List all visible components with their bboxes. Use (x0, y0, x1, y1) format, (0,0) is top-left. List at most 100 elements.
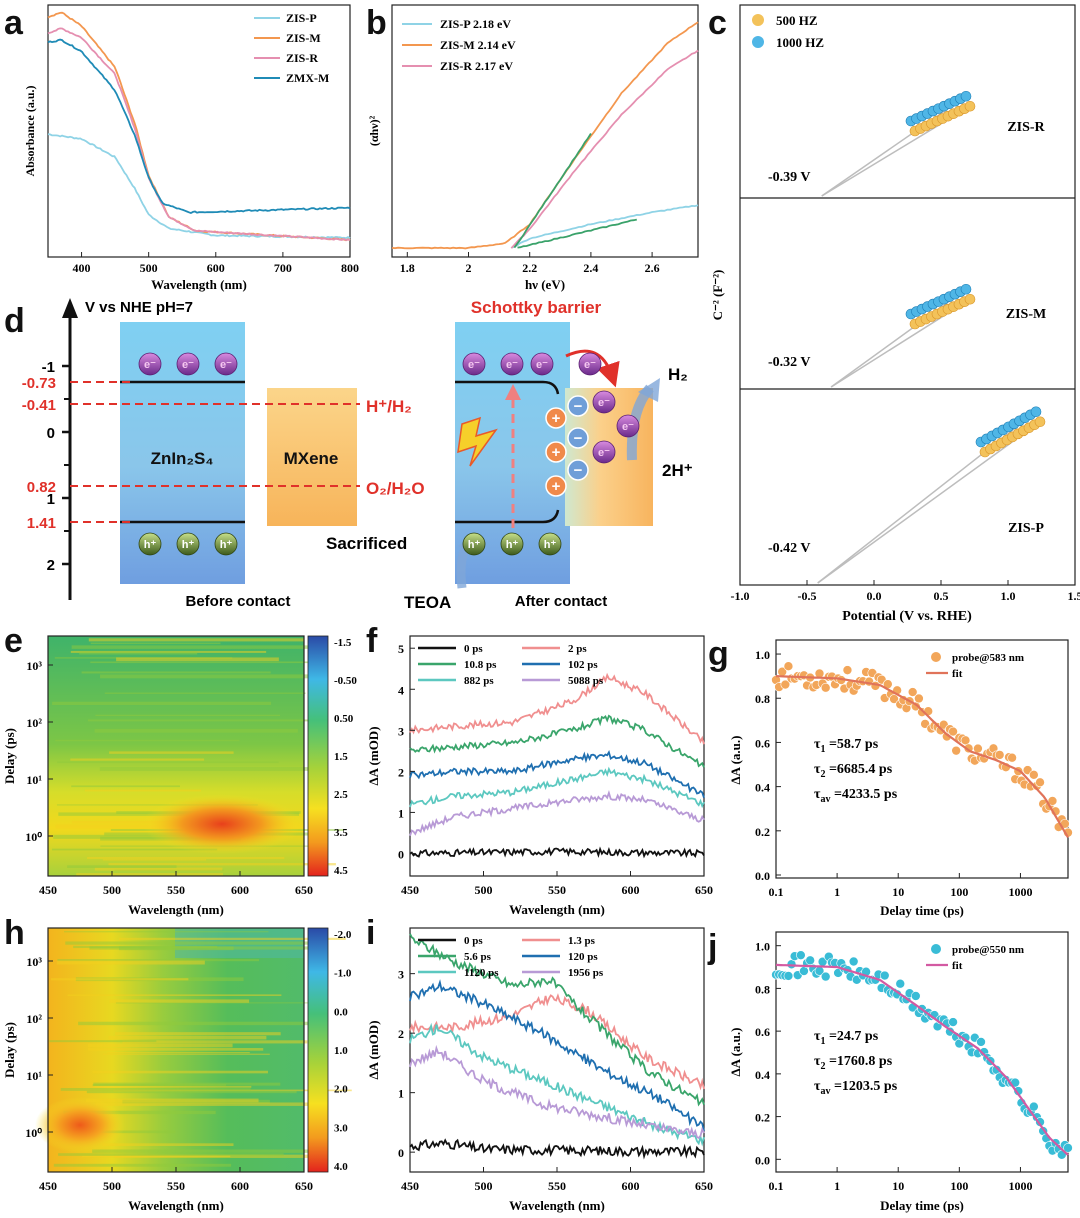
legend-label: probe@583 nm (952, 652, 1024, 664)
legend-label: fit (952, 960, 963, 972)
heatmap-stripe (67, 865, 177, 868)
positive-charge (545, 407, 567, 429)
x-tick-label: 600 (622, 1179, 640, 1193)
heatmap-stripe (79, 651, 198, 655)
panel-label-b: b (366, 4, 387, 42)
energy-level-label: 1.41 (27, 515, 56, 532)
colorbar-h (307, 927, 329, 1173)
data-point (1063, 1143, 1073, 1153)
hole (176, 532, 200, 556)
series-line-1956-ps (409, 1044, 705, 1140)
point-1000hz (960, 283, 972, 295)
heatmap-stripe (119, 937, 346, 940)
y-tick-label: 1 (398, 806, 404, 820)
mxene-block (267, 388, 357, 526)
tauav-g: τav =4233.5 ps (814, 787, 898, 806)
data-point (1047, 796, 1058, 806)
data-point (780, 679, 791, 690)
point-1000hz (1030, 406, 1042, 418)
electron (592, 440, 616, 464)
h-couple-label: H⁺/H₂ (366, 397, 412, 416)
tau-annotations-g: τ1 =58.7 ps τ2 =6685.4 ps τav =4233.5 ps (814, 737, 898, 806)
data-point (907, 687, 918, 697)
heatmap-stripe (85, 1098, 259, 1103)
charge-sign: − (574, 398, 583, 415)
fit-line (821, 95, 967, 197)
data-point (976, 1037, 986, 1047)
legend-label: ZIS-R 2.17 eV (440, 59, 513, 73)
heatmap-x-tick-label: 550 (167, 883, 185, 897)
heatmap-stripe (115, 1032, 281, 1036)
tauav-j: τav =1203.5 ps (814, 1079, 898, 1098)
y-tick-label: 0.0 (755, 869, 770, 883)
data-point (879, 970, 890, 981)
legend-marker (931, 944, 941, 954)
legend-label: ZMX-M (286, 71, 329, 85)
axis-tick-label: -1 (42, 359, 55, 376)
x-axis-label-a: Wavelength (nm) (151, 277, 247, 292)
x-tick-label: 10 (892, 885, 904, 899)
charge-sign: + (552, 410, 561, 427)
two-h-label: 2H⁺ (662, 461, 693, 480)
sample-label: ZIS-R (1007, 120, 1045, 135)
hole-label: h⁺ (220, 539, 233, 551)
data-point (1035, 777, 1045, 788)
x-tick-label: 1 (834, 885, 840, 899)
teoa-label: TEOA (404, 593, 451, 612)
y-axis-label-f: ΔA (mOD) (366, 726, 381, 785)
x-tick-label: 500 (475, 883, 493, 897)
panel-label-i: i (366, 914, 375, 952)
negative-charge (567, 427, 589, 449)
plot-frame-b (391, 4, 699, 258)
heatmap-stripe (67, 994, 282, 996)
heatmap-stripe (50, 978, 189, 981)
x-axis-label-i: Wavelength (nm) (509, 1198, 605, 1213)
zis-label: ZnIn₂S₄ (151, 449, 214, 468)
hole-label: h⁺ (506, 539, 519, 551)
h2-label: H₂ (668, 365, 688, 384)
o-couple-label: O₂/H₂O (366, 479, 425, 498)
legend-label: ZIS-M 2.14 eV (440, 38, 516, 52)
electron (214, 352, 238, 376)
series-line-5088-ps (409, 790, 705, 837)
x-axis-label-h: Wavelength (nm) (128, 1198, 224, 1213)
panel-b: 1.8 2 2.2 2.4 2.6 hν (eV) (αhν)² ZIS-P 2.18 … (367, 4, 699, 292)
a-x-tick-label: 600 (207, 261, 225, 275)
before-contact-label: Before contact (185, 593, 290, 610)
data-point (1007, 752, 1017, 763)
heatmap-stripe (90, 642, 221, 645)
legend-label: 500 HZ (776, 13, 818, 28)
legend-label: ZIS-R (286, 51, 318, 65)
fit-curve (775, 675, 1069, 838)
heatmap-x-tick-label: 650 (295, 1179, 313, 1193)
axis-title: V vs NHE pH=7 (85, 299, 193, 316)
series-line-882-ps (409, 766, 705, 809)
c-x-tick-label: 1.5 (1068, 589, 1080, 603)
heatmap-y-tick-label: 10³ (26, 955, 42, 969)
data-point (820, 971, 831, 982)
x-tick-label: 550 (548, 883, 566, 897)
heatmap-stripe (73, 945, 218, 949)
electron-label: e⁻ (598, 397, 610, 409)
y-axis-label-b: (αhν)² (367, 115, 381, 146)
electron (176, 352, 200, 376)
panel-j: 0.1 1 10 100 1000 0.0 0.2 0.4 0.6 0.8 1.0 probe@550… (728, 931, 1073, 1213)
x-tick-label: 10 (892, 1179, 904, 1193)
electron (462, 352, 486, 376)
series-line-10-8-ps (409, 714, 705, 768)
heatmap-stripe (81, 1155, 231, 1158)
charge-sign: − (574, 430, 583, 447)
schottky-label: Schottky barrier (471, 298, 602, 317)
electron-label: e⁻ (220, 359, 232, 371)
y-axis-label-g: ΔA (a.u.) (728, 736, 743, 785)
legend-label: 1.3 ps (568, 935, 596, 947)
y-tick-label: 2 (398, 765, 404, 779)
legend-label: 0 ps (464, 643, 483, 655)
b-x-tick-label: 2 (466, 261, 472, 275)
legend-label: 882 ps (464, 675, 494, 687)
series-line-zmx-m (47, 38, 351, 214)
heatmap-stripe (64, 931, 269, 933)
charge-sign: − (574, 462, 583, 479)
mxene-label: MXene (284, 449, 339, 468)
legend-label: ZIS-P (286, 11, 317, 25)
